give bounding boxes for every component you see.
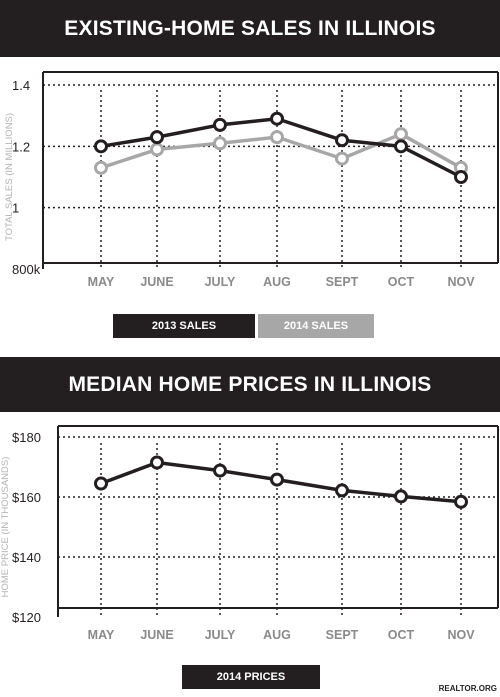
point-2014-sales-july <box>213 136 227 151</box>
y-tick-1: 1 <box>12 201 19 216</box>
y-tick-800k: 800k <box>12 262 41 277</box>
x-tick-aug: AUG <box>263 628 291 642</box>
point-2014-sales-sept <box>335 151 349 166</box>
y-axis-label: TOTAL SALES (IN MILLIONS) <box>4 113 15 241</box>
point-2014-prices-july <box>213 463 227 478</box>
point-2013-sales-nov <box>454 170 468 184</box>
point-2014-prices-may <box>94 476 108 491</box>
x-tick-may: MAY <box>88 275 115 289</box>
legend-2014-sales: 2014 SALES <box>258 314 374 338</box>
legend-2014-prices: 2014 PRICES <box>182 665 320 689</box>
x-tick-oct: OCT <box>388 275 415 289</box>
y-tick-160: $160 <box>12 490 41 505</box>
prices-chart: HOME PRICE (IN THOUSANDS) $180 $160 $140 $12… <box>0 425 499 642</box>
x-tick-may: MAY <box>88 628 115 642</box>
sales-chart: TOTAL SALES (IN MILLIONS) 1.4 1.2 1 800k MAY J… <box>4 71 499 289</box>
x-tick-july: JULY <box>205 628 236 642</box>
x-tick-nov: NOV <box>447 275 475 289</box>
point-2013-sales-aug <box>270 111 284 126</box>
point-2013-sales-oct <box>394 139 408 154</box>
x-tick-aug: AUG <box>263 275 291 289</box>
x-tick-sept: SEPT <box>326 275 359 289</box>
point-2014-prices-aug <box>270 472 284 487</box>
x-tick-nov: NOV <box>447 628 475 642</box>
point-2014-prices-sept <box>335 483 349 498</box>
x-tick-sept: SEPT <box>326 628 359 642</box>
point-2014-sales-aug <box>270 130 284 145</box>
point-2014-prices-oct <box>394 489 408 504</box>
x-tick-oct: OCT <box>388 628 415 642</box>
point-2014-prices-june <box>150 455 164 470</box>
y-axis-label: HOME PRICE (IN THOUSANDS) <box>0 457 11 598</box>
x-tick-june: JUNE <box>140 628 173 642</box>
x-tick-june: JUNE <box>140 275 173 289</box>
point-2014-prices-nov <box>454 494 468 509</box>
y-tick-1-2: 1.2 <box>12 139 30 154</box>
source-credit: REALTOR.ORG <box>438 684 497 693</box>
legend-2013-sales: 2013 SALES <box>113 314 255 338</box>
y-tick-120: $120 <box>12 610 41 625</box>
prices-chart-title: MEDIAN HOME PRICES IN ILLINOIS <box>0 357 500 412</box>
y-tick-140: $140 <box>12 550 41 565</box>
sales-chart-title: EXISTING-HOME SALES IN ILLINOIS <box>0 0 500 57</box>
point-2014-sales-june <box>150 142 164 157</box>
x-tick-july: JULY <box>205 275 236 289</box>
y-tick-1-4: 1.4 <box>12 78 30 93</box>
point-2013-sales-july <box>213 117 227 132</box>
point-2013-sales-sept <box>335 133 349 148</box>
point-2013-sales-may <box>94 139 108 154</box>
point-2014-sales-may <box>94 160 108 175</box>
point-2014-sales-oct <box>394 127 408 142</box>
point-2013-sales-june <box>150 130 164 145</box>
y-tick-180: $180 <box>12 430 41 445</box>
